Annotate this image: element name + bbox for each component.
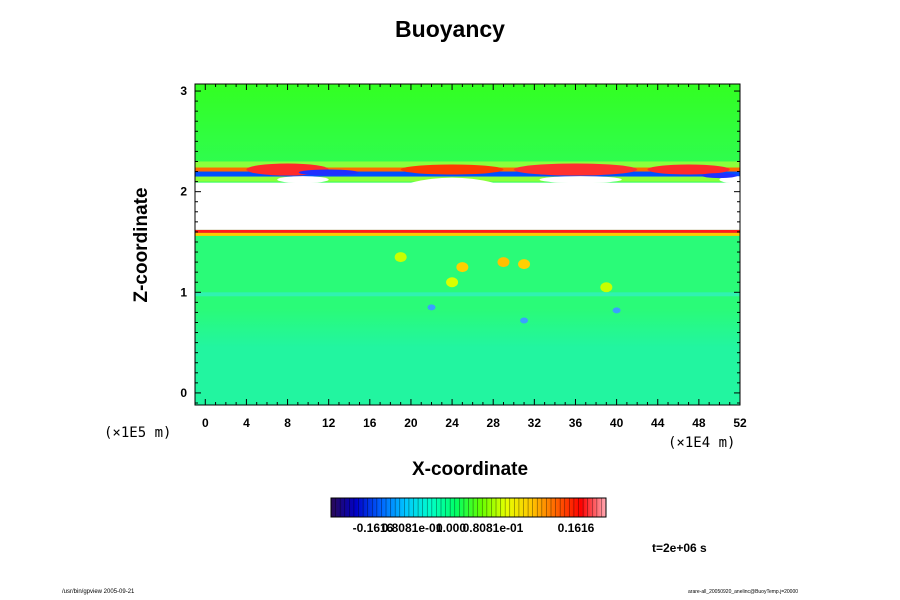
x-tick-label: 8 (284, 416, 291, 430)
gap-lower-edge-yellow (195, 232, 740, 236)
x-tick-label: 52 (733, 416, 747, 430)
lower-anomaly (600, 282, 613, 293)
x-axis-unit: (×1E4 m) (668, 435, 736, 451)
footer-dataset: arare-all_20050920_anelinc@BuoyTemp.j=20… (688, 589, 799, 595)
z-axis-label: Z-coordinate (131, 187, 152, 303)
upper-band-cell (647, 164, 730, 175)
z-axis-unit: (×1E5 m) (104, 425, 172, 441)
z-tick-label: 0 (180, 386, 187, 400)
heatmap-field (195, 84, 740, 405)
upper-band-blue-cell (701, 173, 738, 179)
lower-cool-band (195, 292, 740, 297)
lower-anomaly (394, 252, 407, 263)
colorbar-tick-label: 0.000 (436, 521, 466, 535)
x-tick-label: 0 (202, 416, 209, 430)
colorbar-tick-label: 0.1616 (558, 521, 595, 535)
upper-band-white-cell (539, 176, 622, 184)
colorbar-tick-label: -0.1616 (353, 521, 394, 535)
footer-program: /usr/bin/gpview 2005-09-21 (62, 589, 135, 595)
lower-anomaly-cool (612, 307, 621, 314)
x-tick-label: 16 (363, 416, 377, 430)
chart-title: Buoyancy (395, 16, 505, 42)
x-tick-label: 12 (322, 416, 336, 430)
x-tick-label: 36 (569, 416, 583, 430)
lower-anomaly (446, 277, 459, 288)
z-tick-label: 2 (180, 185, 187, 199)
upper-band-cell (400, 164, 504, 175)
x-tick-label: 48 (692, 416, 706, 430)
x-tick-label: 28 (487, 416, 501, 430)
upper-band-white-cell (277, 176, 329, 184)
lower-anomaly (518, 259, 531, 270)
x-tick-label: 44 (651, 416, 665, 430)
x-tick-label: 24 (445, 416, 459, 430)
x-tick-label: 20 (404, 416, 418, 430)
lower-anomaly-cool (520, 317, 529, 324)
x-axis-label: X-coordinate (411, 459, 529, 480)
gap-lower-edge (195, 229, 740, 233)
colorbar-tick-label: 0.8081e-01 (382, 521, 443, 535)
z-tick-label: 3 (180, 84, 187, 98)
upper-band-blue-cell (298, 169, 359, 176)
x-tick-label: 40 (610, 416, 624, 430)
lower-anomaly (497, 257, 510, 268)
z-tick-label: 1 (180, 285, 187, 299)
time-label: t=2e+06 s (652, 541, 707, 555)
x-tick-label: 32 (528, 416, 542, 430)
lower-anomaly (456, 262, 469, 273)
upper-band-cell (513, 163, 638, 176)
missing-data-gap (195, 177, 740, 230)
lower-anomaly-cool (427, 304, 436, 311)
heatmap-background (195, 84, 740, 405)
plot-frame (194, 83, 741, 406)
colorbar-tick-label: 0.8081e-01 (463, 521, 524, 535)
x-tick-label: 4 (243, 416, 250, 430)
